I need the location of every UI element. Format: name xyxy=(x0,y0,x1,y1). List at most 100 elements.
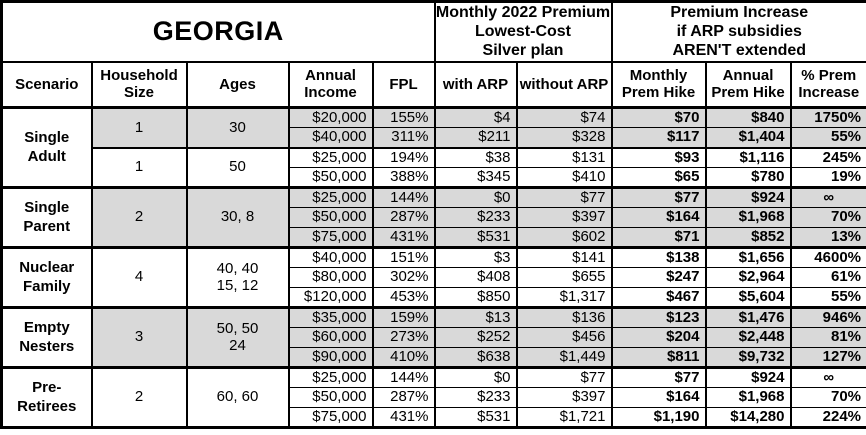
fpl-cell: 194% xyxy=(371,146,436,169)
pct-prem-increase-cell: 946% xyxy=(789,306,866,329)
col-header-scenario: Scenario xyxy=(0,61,93,110)
scenario-cell: Single Adult xyxy=(0,106,93,189)
pct-prem-increase-cell: 245% xyxy=(789,146,866,169)
table-row: $80,000 302% $408 $655 $247 $2,964 61% xyxy=(2,267,866,289)
fpl-cell: 431% xyxy=(371,227,436,249)
annual-prem-hike-cell: $2,448 xyxy=(704,327,792,349)
fpl-cell: 311% xyxy=(371,127,436,149)
pct-prem-increase-cell: 1750% xyxy=(789,106,866,129)
with-arp-cell: $38 xyxy=(433,146,518,169)
income-cell: $25,000 xyxy=(287,186,374,209)
monthly-prem-hike-cell: $164 xyxy=(610,387,707,409)
monthly-prem-hike-cell: $204 xyxy=(610,327,707,349)
ages-cell: 30 xyxy=(185,106,290,149)
table-row: Single Adult 1 30 $20,000 155% $4 $74 $70 $840 17… xyxy=(0,106,866,189)
pct-prem-increase-cell: ∞ xyxy=(789,186,866,209)
table-row: $40,000 311% $211 $328 $117 $1,404 55% xyxy=(2,127,866,149)
without-arp-cell: $77 xyxy=(515,186,613,209)
annual-prem-hike-cell: $840 xyxy=(704,106,792,129)
with-arp-cell: $211 xyxy=(433,127,518,149)
fpl-cell: 144% xyxy=(371,366,436,389)
with-arp-cell: $233 xyxy=(433,387,518,409)
column-header-row: Scenario Household Size Ages Annual Inco… xyxy=(0,61,866,110)
fpl-cell: 159% xyxy=(371,306,436,329)
col-header-annual-prem-hike: Annual Prem Hike xyxy=(704,61,792,110)
monthly-prem-hike-cell: $117 xyxy=(610,127,707,149)
monthly-prem-hike-cell: $65 xyxy=(610,167,707,189)
col-header-monthly-prem-hike: Monthly Prem Hike xyxy=(610,61,707,110)
annual-prem-hike-cell: $14,280 xyxy=(704,407,792,429)
without-arp-cell: $397 xyxy=(515,387,613,409)
income-cell: $90,000 xyxy=(287,347,374,369)
fpl-cell: 273% xyxy=(371,327,436,349)
income-cell: $75,000 xyxy=(287,227,374,249)
household-size-cell: 3 xyxy=(90,306,188,369)
income-cell: $50,000 xyxy=(287,207,374,229)
annual-prem-hike-cell: $9,732 xyxy=(704,347,792,369)
fpl-cell: 431% xyxy=(371,407,436,429)
table-row: Pre- Retirees 2 60, 60 $25,000 144% $0 $77 $77 $… xyxy=(0,366,866,429)
monthly-prem-hike-cell: $467 xyxy=(610,287,707,309)
annual-prem-hike-cell: $924 xyxy=(704,186,792,209)
pct-prem-increase-cell: 19% xyxy=(789,167,866,189)
annual-prem-hike-cell: $2,964 xyxy=(704,267,792,289)
scenario-cell: Nuclear Family xyxy=(0,246,93,309)
ages-cell: 50 xyxy=(185,146,290,189)
pct-prem-increase-cell: ∞ xyxy=(789,366,866,389)
without-arp-cell: $655 xyxy=(515,267,613,289)
annual-prem-hike-cell: $1,968 xyxy=(704,387,792,409)
income-cell: $50,000 xyxy=(287,167,374,189)
annual-prem-hike-cell: $1,656 xyxy=(704,246,792,269)
fpl-cell: 287% xyxy=(371,207,436,229)
income-cell: $50,000 xyxy=(287,387,374,409)
table-row: $75,000 431% $531 $1,721 $1,190 $14,280 224% xyxy=(2,407,866,429)
scenario-cell: Pre- Retirees xyxy=(0,366,93,429)
pct-prem-increase-cell: 81% xyxy=(789,327,866,349)
monthly-prem-hike-cell: $1,190 xyxy=(610,407,707,429)
table-row: $90,000 410% $638 $1,449 $811 $9,732 127% xyxy=(2,347,866,369)
pct-prem-increase-cell: 4600% xyxy=(789,246,866,269)
monthly-prem-hike-cell: $138 xyxy=(610,246,707,269)
with-arp-cell: $4 xyxy=(433,106,518,129)
income-cell: $40,000 xyxy=(287,246,374,269)
household-size-cell: 1 xyxy=(90,146,188,189)
without-arp-cell: $1,449 xyxy=(515,347,613,369)
income-cell: $75,000 xyxy=(287,407,374,429)
with-arp-cell: $531 xyxy=(433,407,518,429)
monthly-prem-hike-cell: $811 xyxy=(610,347,707,369)
income-cell: $120,000 xyxy=(287,287,374,309)
without-arp-cell: $602 xyxy=(515,227,613,249)
monthly-prem-hike-cell: $71 xyxy=(610,227,707,249)
table-row: Single Parent 2 30, 8 $25,000 144% $0 $77 $77 $9… xyxy=(0,186,866,249)
pct-prem-increase-cell: 70% xyxy=(789,387,866,409)
scenario-cell: Empty Nesters xyxy=(0,306,93,369)
col-header-pct-prem-increase: % Prem Increase xyxy=(789,61,866,110)
annual-prem-hike-cell: $924 xyxy=(704,366,792,389)
income-cell: $25,000 xyxy=(287,366,374,389)
household-size-cell: 1 xyxy=(90,106,188,149)
col-header-with-arp: with ARP xyxy=(433,61,518,110)
pct-prem-increase-cell: 127% xyxy=(789,347,866,369)
without-arp-cell: $456 xyxy=(515,327,613,349)
without-arp-cell: $77 xyxy=(515,366,613,389)
income-cell: $60,000 xyxy=(287,327,374,349)
pct-prem-increase-cell: 13% xyxy=(789,227,866,249)
ages-cell: 50, 50 24 xyxy=(185,306,290,369)
with-arp-cell: $408 xyxy=(433,267,518,289)
without-arp-cell: $141 xyxy=(515,246,613,269)
table-row: Nuclear Family 4 40, 40 15, 12 $40,000 151% $… xyxy=(0,246,866,309)
annual-prem-hike-cell: $1,476 xyxy=(704,306,792,329)
col-header-without-arp: without ARP xyxy=(515,61,613,110)
col-header-fpl: FPL xyxy=(371,61,436,110)
table-title: GEORGIA xyxy=(0,0,436,63)
pct-prem-increase-cell: 55% xyxy=(789,287,866,309)
annual-prem-hike-cell: $852 xyxy=(704,227,792,249)
monthly-prem-hike-cell: $77 xyxy=(610,366,707,389)
without-arp-cell: $1,317 xyxy=(515,287,613,309)
without-arp-cell: $74 xyxy=(515,106,613,129)
with-arp-cell: $531 xyxy=(433,227,518,249)
with-arp-cell: $13 xyxy=(433,306,518,329)
pct-prem-increase-cell: 55% xyxy=(789,127,866,149)
table-row: $50,000 287% $233 $397 $164 $1,968 70% xyxy=(2,207,866,229)
with-arp-cell: $638 xyxy=(433,347,518,369)
